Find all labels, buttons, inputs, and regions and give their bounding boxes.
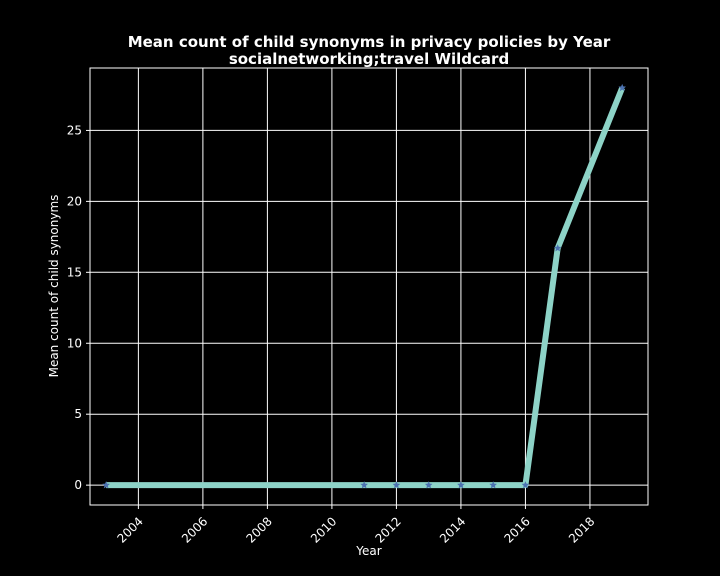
y-tick-label: 5: [74, 407, 82, 421]
data-point-marker: [618, 83, 626, 92]
y-tick-label: 20: [67, 194, 82, 208]
data-point-marker: [521, 481, 530, 489]
y-axis-label: Mean count of child synonyms: [47, 195, 61, 378]
data-point-marker: [424, 481, 433, 489]
data-point-marker: [392, 481, 401, 489]
marker-layer: [102, 83, 626, 489]
y-tick-label: 10: [67, 336, 82, 350]
data-point-marker: [457, 481, 465, 489]
plot-area: [90, 68, 648, 505]
chart-title: Mean count of child synonyms in privacy …: [128, 33, 611, 51]
y-tick-label: 25: [67, 123, 82, 137]
data-point-marker: [553, 244, 562, 252]
chart-subtitle: socialnetworking;travel Wildcard: [229, 50, 509, 68]
data-point-marker: [360, 481, 368, 489]
y-tick-label: 15: [67, 265, 82, 279]
plot-frame: [89, 67, 649, 506]
y-tick-label: 0: [74, 478, 82, 492]
x-axis-label: Year: [355, 544, 381, 558]
data-point-marker: [489, 481, 497, 489]
data-point-marker: [102, 481, 110, 489]
